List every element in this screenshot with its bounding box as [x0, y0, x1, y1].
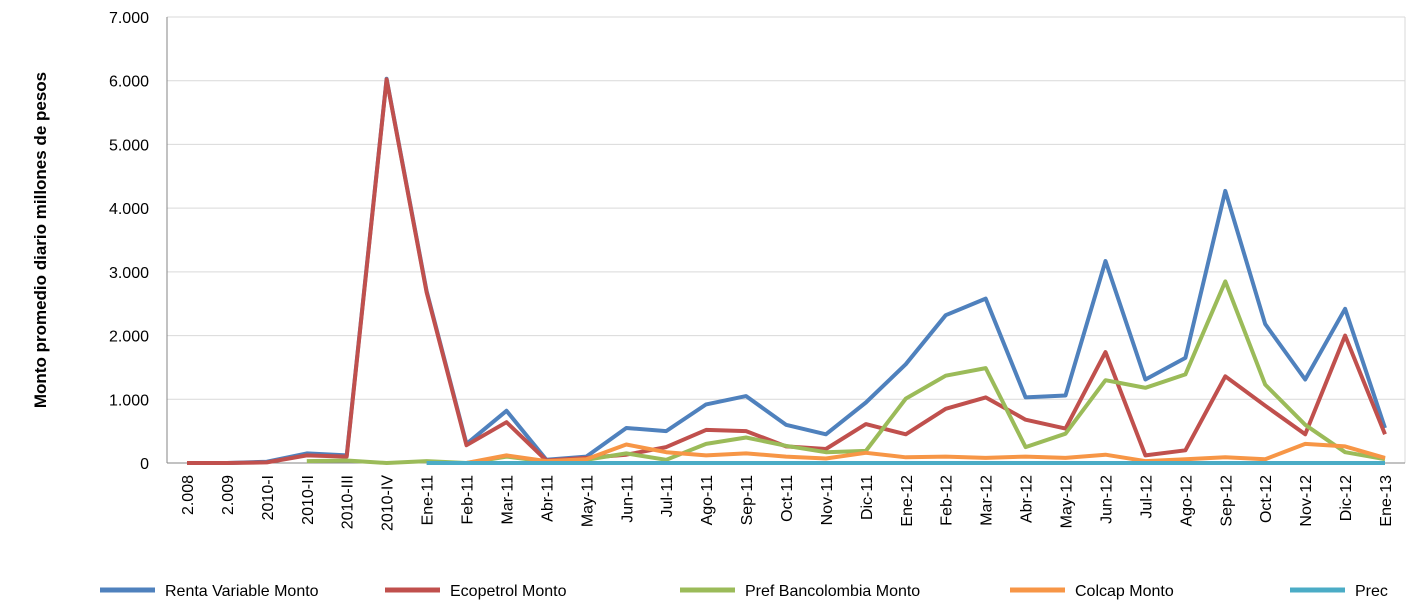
x-tick-label: Ene-11: [420, 475, 437, 526]
x-tick-label: Feb-12: [939, 475, 956, 526]
y-tick-label: 5.000: [109, 137, 149, 154]
x-tick-label: Oct-11: [779, 475, 796, 522]
legend-label: Pref Bancolombia Monto: [745, 583, 920, 600]
x-tick-label: Jul-12: [1138, 475, 1155, 519]
legend-label: Renta Variable Monto: [165, 583, 319, 600]
x-tick-label: Abr-11: [539, 475, 556, 522]
y-tick-label: 1.000: [109, 392, 149, 409]
x-tick-label: 2010-III: [340, 475, 357, 529]
y-tick-label: 6.000: [109, 74, 149, 91]
x-tick-label: 2010-II: [300, 475, 317, 525]
x-tick-label: Mar-12: [979, 475, 996, 526]
y-tick-label: 2.000: [109, 329, 149, 346]
x-tick-label: Jun-12: [1098, 475, 1115, 524]
x-tick-label: Ene-13: [1378, 475, 1395, 527]
x-tick-label: Ene-12: [899, 475, 916, 527]
x-tick-label: Dic-11: [859, 475, 876, 520]
x-tick-label: Nov-12: [1298, 475, 1315, 527]
x-tick-label: Jul-11: [659, 475, 676, 517]
legend-label: Colcap Monto: [1075, 583, 1174, 600]
y-tick-label: 3.000: [109, 265, 149, 282]
y-tick-label: 0: [140, 456, 149, 473]
x-tick-label: Dic-12: [1338, 475, 1355, 521]
x-tick-label: 2010-IV: [380, 475, 397, 531]
x-tick-label: Mar-11: [499, 475, 516, 525]
y-tick-label: 4.000: [109, 201, 149, 218]
x-tick-label: Ago-12: [1178, 475, 1195, 527]
x-tick-label: May-11: [579, 475, 596, 527]
x-tick-label: 2.009: [220, 475, 237, 515]
legend-label: Prec: [1355, 583, 1388, 600]
x-tick-label: Sep-11: [739, 475, 756, 526]
x-tick-label: Sep-12: [1218, 475, 1235, 527]
x-tick-label: 2010-I: [260, 475, 277, 520]
y-axis-title: Monto promedio diario millones de pesos: [31, 72, 50, 408]
x-tick-label: Abr-12: [1019, 475, 1036, 523]
series-line: [466, 441, 1386, 465]
x-tick-label: Feb-11: [460, 475, 477, 525]
x-tick-label: Jun-11: [619, 475, 636, 523]
x-tick-label: Ago-11: [699, 475, 716, 526]
y-tick-label: 7.000: [109, 10, 149, 27]
legend-label: Ecopetrol Monto: [450, 583, 567, 600]
x-tick-label: Nov-11: [819, 475, 836, 525]
x-tick-label: 2.008: [180, 475, 197, 515]
x-tick-label: May-12: [1059, 475, 1076, 528]
x-tick-label: Oct-12: [1258, 475, 1275, 523]
